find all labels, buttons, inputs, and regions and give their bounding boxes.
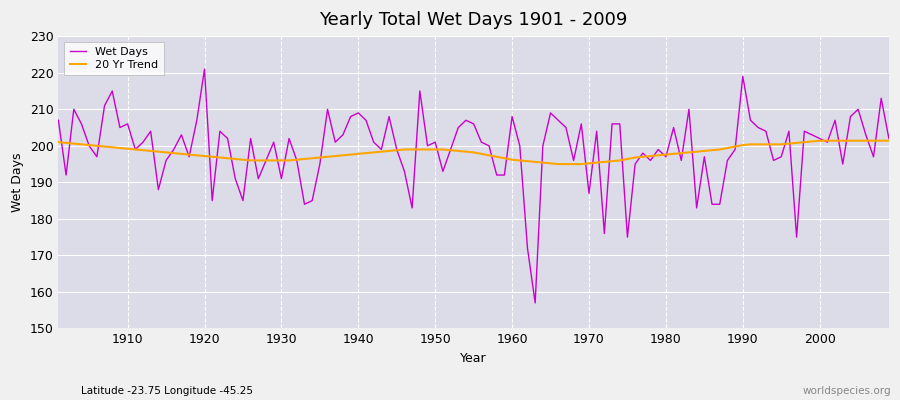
Line: Wet Days: Wet Days [58, 69, 889, 303]
20 Yr Trend [53, 140, 64, 144]
20 Yr Trend [884, 138, 895, 143]
Title: Yearly Total Wet Days 1901 - 2009: Yearly Total Wet Days 1901 - 2009 [320, 11, 628, 29]
Wet Days [292, 158, 302, 163]
20 Yr Trend [814, 138, 825, 143]
Wet Days [884, 136, 895, 141]
X-axis label: Year: Year [460, 352, 487, 365]
Wet Days [515, 144, 526, 148]
Wet Days [530, 300, 541, 305]
20 Yr Trend [329, 154, 340, 158]
Line: 20 Yr Trend: 20 Yr Trend [58, 141, 889, 164]
20 Yr Trend [284, 158, 294, 163]
Wet Days [53, 118, 64, 123]
Text: worldspecies.org: worldspecies.org [803, 386, 891, 396]
Text: Latitude -23.75 Longitude -45.25: Latitude -23.75 Longitude -45.25 [81, 386, 253, 396]
20 Yr Trend [607, 159, 617, 164]
Wet Days [507, 114, 517, 119]
20 Yr Trend [553, 162, 563, 166]
Wet Days [199, 67, 210, 72]
20 Yr Trend [507, 157, 517, 162]
Wet Days [338, 132, 348, 137]
Wet Days [615, 122, 626, 126]
Y-axis label: Wet Days: Wet Days [11, 152, 24, 212]
20 Yr Trend [114, 146, 125, 150]
Legend: Wet Days, 20 Yr Trend: Wet Days, 20 Yr Trend [64, 42, 164, 75]
Wet Days [114, 125, 125, 130]
20 Yr Trend [499, 156, 509, 161]
